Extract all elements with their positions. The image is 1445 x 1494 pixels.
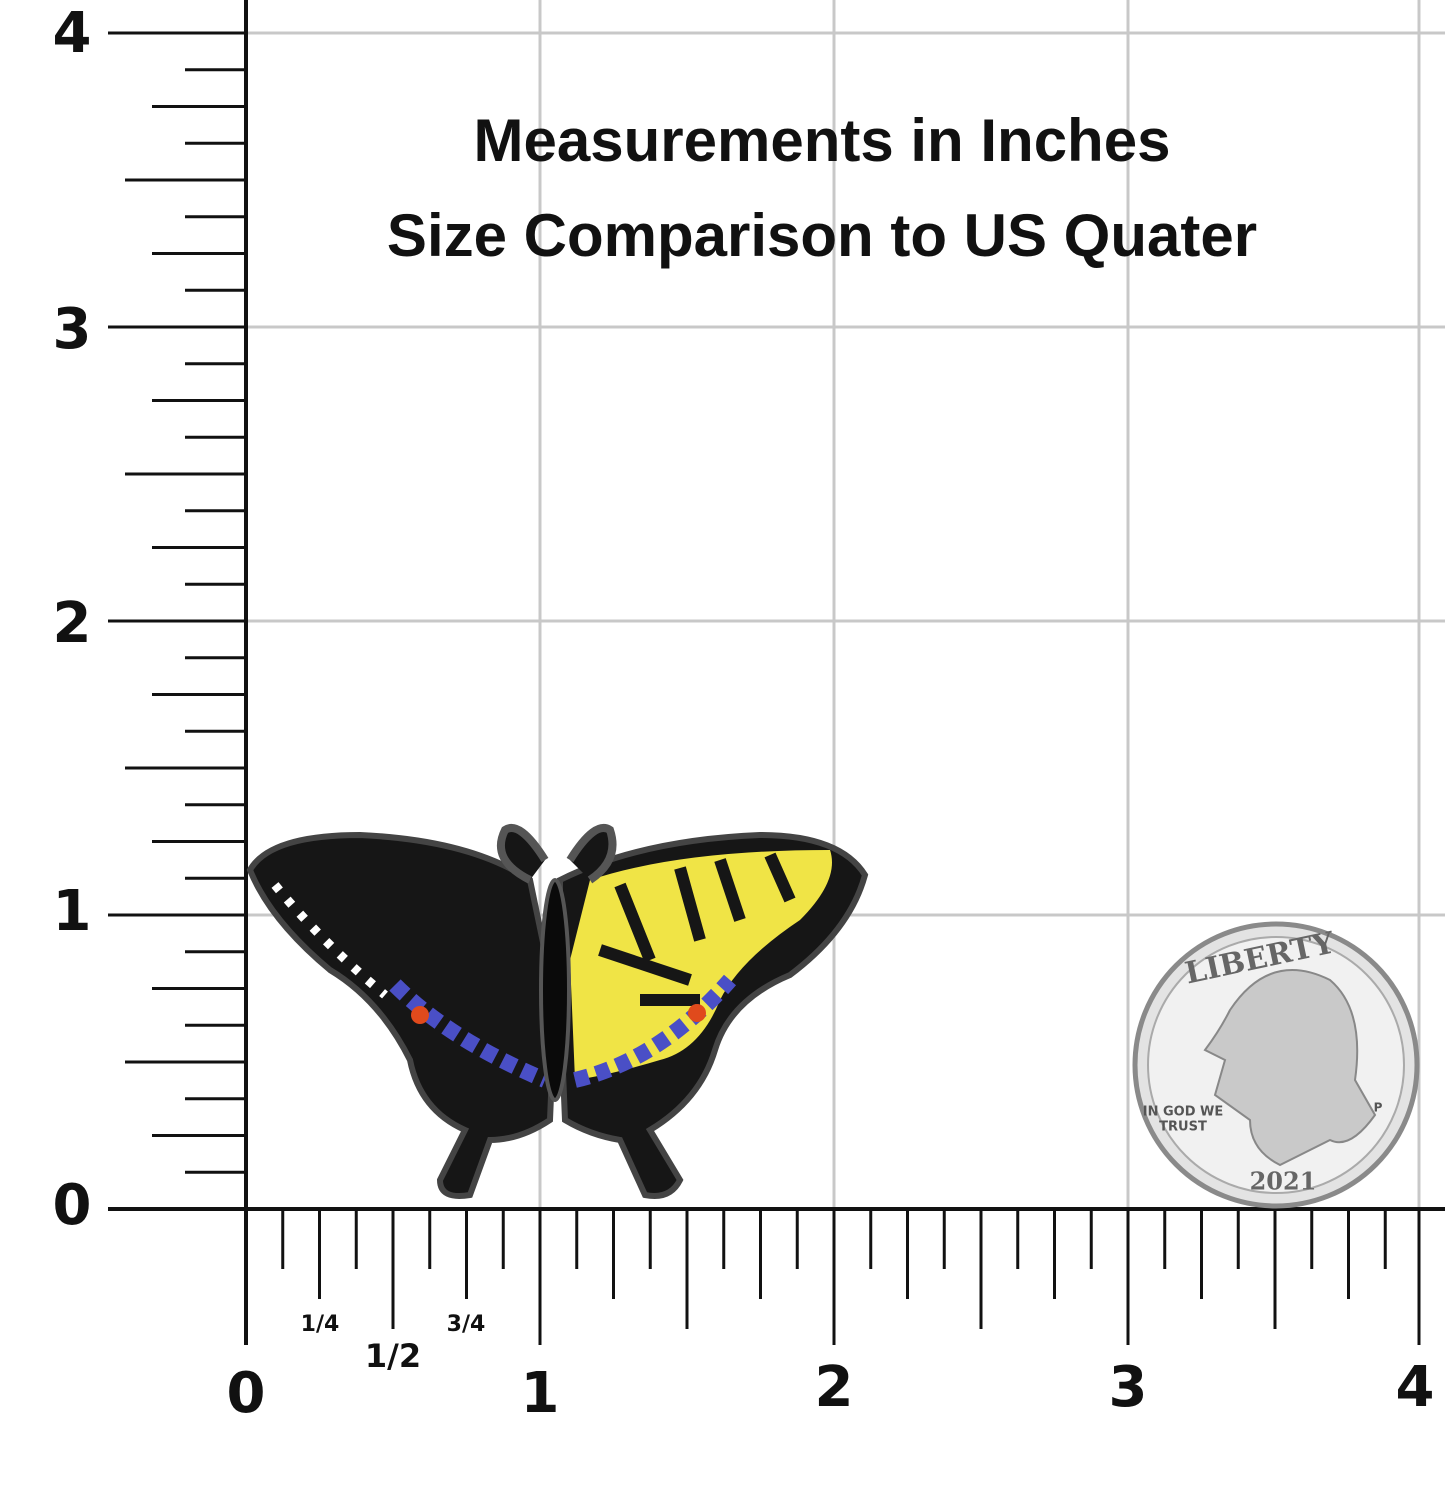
y-label: 2 (53, 591, 92, 656)
x-label: 4 (1396, 1355, 1435, 1420)
y-label: 1 (53, 879, 92, 944)
coin-text: IN GOD WE (1143, 1105, 1224, 1120)
coin-text: P (1374, 1101, 1383, 1115)
fraction-label: 1/2 (365, 1337, 421, 1375)
quarter-coin: LIBERTY IN GOD WE TRUST P 2021 (1132, 921, 1420, 1209)
x-label: 3 (1109, 1355, 1148, 1420)
coin-text: TRUST (1159, 1120, 1207, 1135)
fraction-label: 1/4 (301, 1312, 340, 1337)
ruler-ticks (108, 0, 1445, 1345)
x-label: 2 (815, 1355, 854, 1420)
title-line: Measurements in Inches (474, 107, 1171, 174)
y-label: 3 (53, 297, 92, 362)
y-label: 4 (53, 1, 92, 66)
y-label: 0 (53, 1173, 92, 1238)
butterfly (246, 824, 869, 1199)
x-label: 0 (227, 1361, 266, 1426)
fraction-label: 3/4 (447, 1312, 486, 1337)
title-line: Size Comparison to US Quater (387, 202, 1257, 269)
coin-text: 2021 (1250, 1167, 1317, 1196)
x-label: 1 (521, 1361, 560, 1426)
